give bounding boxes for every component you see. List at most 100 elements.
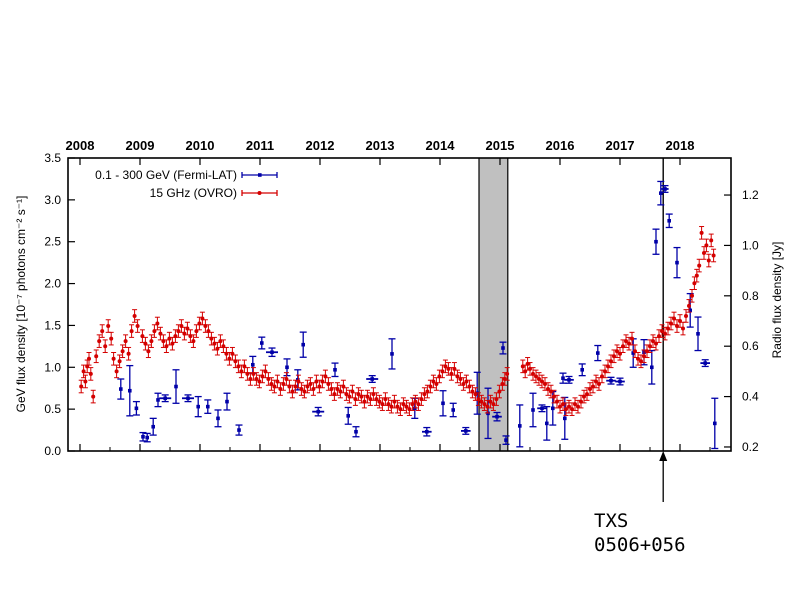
data-point xyxy=(117,359,122,364)
data-point xyxy=(551,406,555,411)
data-point xyxy=(451,408,455,412)
data-point xyxy=(346,414,350,418)
data-point xyxy=(688,308,692,313)
data-point xyxy=(316,409,320,414)
data-point xyxy=(684,313,688,318)
data-point xyxy=(654,239,658,244)
data-point xyxy=(650,365,654,370)
data-point xyxy=(518,424,522,428)
data-point xyxy=(660,329,664,334)
y-right-tick-label: 1.0 xyxy=(742,238,759,252)
data-point xyxy=(675,260,679,265)
data-point xyxy=(540,406,544,411)
data-point xyxy=(149,339,154,344)
data-point xyxy=(270,350,274,355)
data-point xyxy=(106,324,111,329)
data-point xyxy=(713,421,717,426)
data-point xyxy=(196,404,200,409)
x-tick-label: 2015 xyxy=(486,138,515,153)
data-point xyxy=(128,388,132,393)
data-point xyxy=(443,364,448,369)
data-point xyxy=(624,339,628,344)
data-point xyxy=(135,324,140,329)
data-point xyxy=(216,416,220,421)
data-point xyxy=(504,438,508,442)
y-axis-label-left: GeV flux density [10⁻⁷ photons cm⁻² s⁻¹] xyxy=(14,195,28,413)
data-point xyxy=(706,258,711,263)
data-point xyxy=(564,407,568,412)
legend-label-ovro: 15 GHz (OVRO) xyxy=(149,186,237,200)
data-point xyxy=(596,351,600,355)
data-point xyxy=(141,434,145,439)
data-point xyxy=(123,339,128,344)
data-point xyxy=(703,361,707,365)
data-point xyxy=(704,243,709,248)
data-point xyxy=(545,421,549,426)
data-point xyxy=(501,346,505,350)
x-tick-label: 2008 xyxy=(66,138,95,153)
data-point xyxy=(537,376,541,381)
data-point xyxy=(696,332,700,336)
data-point xyxy=(531,408,535,412)
data-point xyxy=(145,435,149,440)
data-point xyxy=(87,356,91,361)
data-point xyxy=(588,387,592,392)
data-point xyxy=(464,429,468,433)
x-tick-label: 2011 xyxy=(246,138,274,153)
y-left-tick-label: 3.0 xyxy=(44,193,61,207)
data-point xyxy=(479,399,484,404)
data-point xyxy=(609,378,613,383)
data-point xyxy=(174,384,178,389)
y-right-tick-label: 0.4 xyxy=(742,390,759,404)
data-point xyxy=(534,374,538,379)
data-point xyxy=(374,397,379,402)
data-point xyxy=(88,371,93,376)
y-left-tick-label: 2.0 xyxy=(44,277,61,291)
data-point xyxy=(269,381,274,386)
data-point xyxy=(690,293,694,298)
data-point xyxy=(630,336,634,341)
y-left-tick-label: 0.0 xyxy=(44,444,61,458)
data-point xyxy=(370,377,374,381)
data-point xyxy=(709,238,714,243)
y-left-tick-label: 2.5 xyxy=(44,235,61,249)
data-point xyxy=(488,399,493,404)
data-point xyxy=(103,344,108,349)
data-point xyxy=(563,416,567,421)
annotation-arrow-head xyxy=(659,451,668,461)
data-point xyxy=(694,273,699,278)
y-right-tick-label: 0.2 xyxy=(742,440,759,454)
data-point xyxy=(356,392,361,397)
data-point xyxy=(129,329,134,334)
data-point xyxy=(618,379,622,384)
data-point xyxy=(711,253,716,258)
data-point xyxy=(100,329,105,334)
data-point xyxy=(132,313,137,318)
data-point xyxy=(582,394,586,399)
data-point xyxy=(531,371,535,376)
x-tick-label: 2012 xyxy=(306,138,335,153)
data-point xyxy=(119,387,123,391)
data-point xyxy=(91,394,96,399)
data-point xyxy=(94,354,99,359)
data-point xyxy=(126,351,131,356)
data-point xyxy=(470,389,475,394)
data-point xyxy=(580,367,584,372)
data-point xyxy=(386,402,391,407)
data-point xyxy=(573,402,577,407)
x-tick-label: 2009 xyxy=(126,138,155,153)
data-point xyxy=(651,339,655,344)
data-point xyxy=(461,381,466,386)
data-point xyxy=(482,402,487,407)
data-point xyxy=(146,349,151,354)
data-point xyxy=(111,356,116,361)
data-point xyxy=(681,326,685,331)
legend-sample-marker xyxy=(258,173,262,177)
y-axis-label-right: Radio flux density [Jy] xyxy=(770,241,784,359)
legend-label-fermi: 0.1 - 300 GeV (Fermi-LAT) xyxy=(95,168,237,182)
data-point xyxy=(285,365,289,370)
y-left-tick-label: 1.0 xyxy=(44,360,61,374)
data-point xyxy=(667,218,671,223)
